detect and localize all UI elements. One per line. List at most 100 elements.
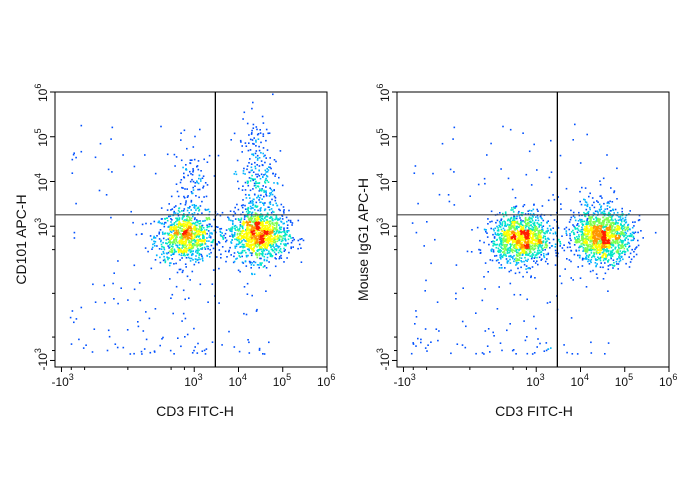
event-dot <box>268 226 270 229</box>
event-dot <box>249 241 252 243</box>
event-dot <box>176 223 178 226</box>
event-dot <box>113 272 115 274</box>
event-dot <box>172 246 174 248</box>
event-dot <box>250 177 252 180</box>
event-dot <box>255 237 258 239</box>
event-dot <box>205 217 208 219</box>
event-dot <box>598 203 601 206</box>
event-dot <box>238 187 240 190</box>
event-dot <box>247 184 250 187</box>
event-dot <box>149 235 152 237</box>
event-dot <box>246 208 249 210</box>
event-dot <box>612 235 615 237</box>
event-dot <box>187 227 190 230</box>
event-dot <box>594 222 596 225</box>
event-dot <box>600 205 603 207</box>
event-dot <box>244 204 246 207</box>
event-dot <box>516 244 519 246</box>
event-dot <box>637 231 639 234</box>
event-dot <box>513 244 515 247</box>
event-dot <box>262 176 264 178</box>
event-dot <box>617 219 620 222</box>
event-dot <box>183 208 186 210</box>
event-dot <box>216 256 218 258</box>
event-dot <box>209 236 212 238</box>
event-dot <box>251 236 254 239</box>
event-dot <box>606 244 608 246</box>
event-dot <box>253 143 255 145</box>
event-dot <box>609 200 611 203</box>
event-dot <box>524 235 526 237</box>
event-dot <box>268 228 270 231</box>
event-dot <box>266 179 268 182</box>
event-dot <box>160 240 162 243</box>
event-dot <box>266 259 268 262</box>
event-dot <box>540 217 543 219</box>
event-dot <box>512 218 515 220</box>
event-dot <box>266 238 268 241</box>
event-dot <box>195 204 197 207</box>
event-dot <box>256 243 259 246</box>
event-dot <box>241 232 243 234</box>
event-dot <box>275 222 277 225</box>
event-dot <box>248 134 250 136</box>
event-dot <box>615 228 617 230</box>
event-dot <box>183 172 185 175</box>
event-dot <box>268 239 271 241</box>
event-dot <box>168 237 171 239</box>
event-dot <box>272 204 274 206</box>
event-dot <box>239 230 242 233</box>
event-dot <box>187 195 189 197</box>
event-dot <box>141 353 143 355</box>
event-dot <box>194 217 196 219</box>
event-dot <box>213 175 216 177</box>
event-dot <box>612 245 615 247</box>
event-dot <box>527 246 529 248</box>
event-dot <box>478 248 480 251</box>
event-dot <box>257 157 259 160</box>
event-dot <box>263 246 266 249</box>
event-dot <box>182 240 184 242</box>
event-dot <box>194 241 197 244</box>
event-dot <box>239 232 241 235</box>
event-dot <box>543 256 546 259</box>
event-dot <box>525 233 528 235</box>
event-dot <box>265 241 267 244</box>
event-dot <box>179 233 181 235</box>
event-dot <box>278 249 281 252</box>
event-dot <box>498 220 501 223</box>
event-dot <box>597 211 599 213</box>
event-dot <box>492 242 495 245</box>
event-dot <box>190 233 193 235</box>
event-dot <box>573 225 575 228</box>
event-dot <box>256 224 259 226</box>
event-dot <box>557 227 560 229</box>
event-dot <box>270 245 272 247</box>
event-dot <box>529 255 531 257</box>
event-dot <box>528 237 530 240</box>
event-dot <box>179 259 181 261</box>
event-dot <box>168 203 170 205</box>
event-dot <box>597 237 599 239</box>
event-dot <box>275 230 278 232</box>
event-dot <box>153 240 155 243</box>
event-dot <box>184 298 186 301</box>
event-dot <box>264 173 267 175</box>
event-dot <box>185 164 187 166</box>
event-dot <box>182 254 185 257</box>
event-dot <box>603 234 605 237</box>
event-dot <box>183 213 185 215</box>
event-dot <box>242 221 245 223</box>
event-dot <box>225 260 227 263</box>
event-dot <box>266 247 268 250</box>
event-dot <box>240 141 242 143</box>
event-dot <box>194 244 196 247</box>
event-dot <box>624 253 626 256</box>
event-dot <box>586 244 589 247</box>
event-dot <box>188 207 191 209</box>
event-dot <box>599 225 601 227</box>
event-dot <box>228 330 230 333</box>
event-dot <box>185 219 188 222</box>
event-dot <box>629 261 632 263</box>
event-dot <box>607 254 609 256</box>
